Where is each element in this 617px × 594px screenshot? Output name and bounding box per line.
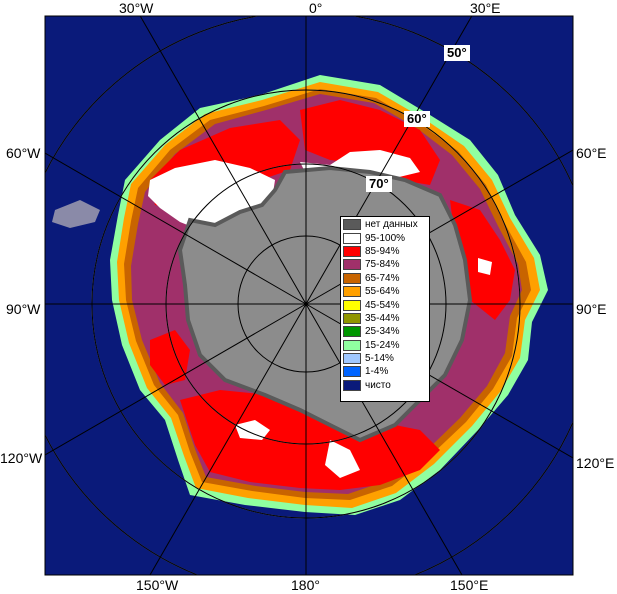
island-patch [52, 200, 100, 228]
map-frame [44, 15, 574, 576]
legend-label: 5-14% [365, 353, 394, 365]
legend-item: 55-64% [343, 285, 427, 298]
ice-shelf-edge [177, 165, 473, 443]
lon-label-90w: 90°W [6, 301, 41, 317]
ice-region-95-100-south [325, 440, 360, 478]
legend-item: 45-54% [343, 298, 427, 311]
legend-item: 65-74% [343, 272, 427, 285]
concentration-legend: нет данных 95-100% 85-94% 75-84% 65-74% 55-64… [340, 216, 430, 402]
legend-label: 75-84% [365, 259, 400, 271]
legend-swatch [343, 272, 361, 284]
legend-label: 35-44% [365, 312, 400, 324]
lat-label-60: 60° [404, 111, 430, 127]
lon-label-120w: 120°W [0, 450, 43, 466]
legend-swatch [343, 326, 361, 338]
legend-swatch [343, 312, 361, 324]
lat-label-70: 70° [366, 176, 392, 192]
legend-label: 85-94% [365, 245, 400, 257]
ice-region-85-94-southwest [150, 330, 190, 385]
legend-item: 85-94% [343, 245, 427, 258]
legend-label: 25-34% [365, 326, 400, 338]
lon-label-120e: 120°E [576, 455, 615, 471]
ice-region-85-94-south [180, 390, 440, 490]
legend-label: 65-74% [365, 272, 400, 284]
lat-label-50: 50° [444, 45, 470, 61]
latitude-circles [45, 16, 573, 575]
legend-item: 95-100% [343, 231, 427, 244]
legend-swatch [343, 259, 361, 271]
legend-label: чисто [365, 379, 391, 391]
legend-swatch [343, 219, 361, 231]
lon-label-150e: 150°E [450, 577, 489, 593]
lon-label-30w: 30°W [119, 0, 154, 16]
legend-swatch [343, 379, 361, 391]
lon-label-60e: 60°E [576, 145, 607, 161]
legend-item: 15-24% [343, 339, 427, 352]
legend-item: 1-4% [343, 365, 427, 378]
legend-label: 95-100% [365, 232, 406, 244]
ice-region-95-100-east [478, 258, 492, 275]
legend-label: 45-54% [365, 299, 400, 311]
legend-swatch [343, 299, 361, 311]
legend-label: нет данных [365, 219, 418, 231]
legend-item: 25-34% [343, 325, 427, 338]
legend-swatch [343, 245, 361, 257]
legend-label: 55-64% [365, 286, 400, 298]
ice-region-95-100-ross [235, 420, 270, 440]
legend-swatch [343, 353, 361, 365]
legend-item: чисто [343, 379, 427, 392]
lon-label-0: 0° [309, 0, 323, 16]
legend-swatch [343, 286, 361, 298]
legend-swatch [343, 232, 361, 244]
legend-label: 15-24% [365, 339, 400, 351]
legend-item: 35-44% [343, 312, 427, 325]
legend-swatch [343, 366, 361, 378]
legend-item: 5-14% [343, 352, 427, 365]
lon-label-60w: 60°W [6, 145, 41, 161]
legend-label: 1-4% [365, 366, 389, 378]
legend-item: 75-84% [343, 258, 427, 271]
lon-label-30e: 30°E [470, 0, 501, 16]
legend-swatch [343, 339, 361, 351]
legend-item: нет данных [343, 218, 427, 231]
lon-label-150w: 150°W [136, 577, 179, 593]
lon-label-180: 180° [291, 577, 320, 593]
lon-label-90e: 90°E [576, 301, 607, 317]
